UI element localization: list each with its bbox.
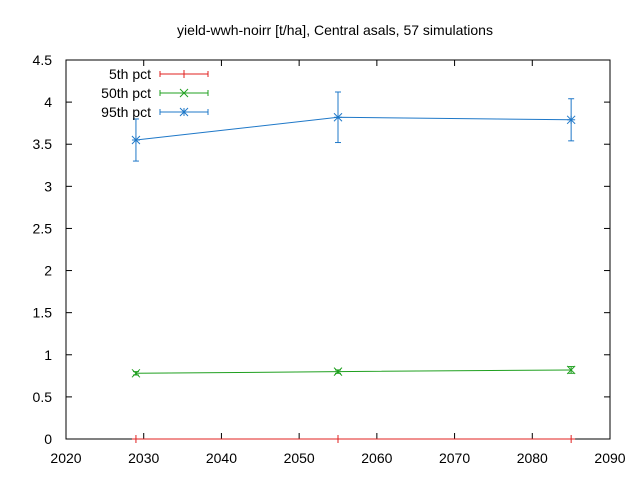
y-tick-label: 0.5 — [33, 389, 53, 405]
x-tick-label: 2080 — [517, 450, 548, 466]
data-point — [566, 365, 576, 375]
y-tick-label: 1 — [44, 347, 52, 363]
chart-title: yield-wwh-noirr [t/ha], Central asals, 5… — [177, 22, 493, 38]
y-tick-label: 4 — [44, 94, 52, 110]
legend-label: 5th pct — [109, 66, 151, 82]
series-5th-pct — [131, 435, 576, 443]
x-tick-label: 2040 — [206, 450, 237, 466]
data-point — [566, 115, 576, 125]
x-tick-label: 2090 — [594, 450, 625, 466]
legend-marker — [179, 107, 189, 117]
legend: 5th pct 50th pct 95th pct — [101, 66, 209, 120]
x-tick-label: 2050 — [284, 450, 315, 466]
series-line — [135, 369, 572, 374]
data-point — [131, 368, 141, 378]
y-tick-label: 2.5 — [33, 220, 53, 236]
y-tick-label: 1.5 — [33, 305, 53, 321]
x-tick-label: 2060 — [361, 450, 392, 466]
x-tick-label: 2030 — [128, 450, 159, 466]
y-tick-label: 0 — [44, 431, 52, 447]
legend-label: 50th pct — [101, 85, 151, 101]
y-tick-label: 3.5 — [33, 136, 53, 152]
data-point — [333, 367, 343, 376]
legend-marker — [179, 88, 189, 98]
legend-label: 95th pct — [101, 104, 151, 120]
data-point — [333, 112, 343, 122]
data-point — [131, 135, 141, 145]
y-tick-label: 4.5 — [33, 52, 53, 68]
series-95th-pct — [131, 91, 576, 162]
series-line — [135, 116, 572, 141]
y-tick-label: 3 — [44, 178, 52, 194]
series-layer — [131, 91, 576, 443]
x-tick-label: 2020 — [50, 450, 81, 466]
axes: 0 0.5 1 1.5 2 2.5 3 3.5 4 4.5 2020 2030 2040 2050 2060… — [33, 52, 626, 466]
series-50th-pct — [131, 365, 576, 378]
y-tick-label: 2 — [44, 263, 52, 279]
x-tick-label: 2070 — [439, 450, 470, 466]
